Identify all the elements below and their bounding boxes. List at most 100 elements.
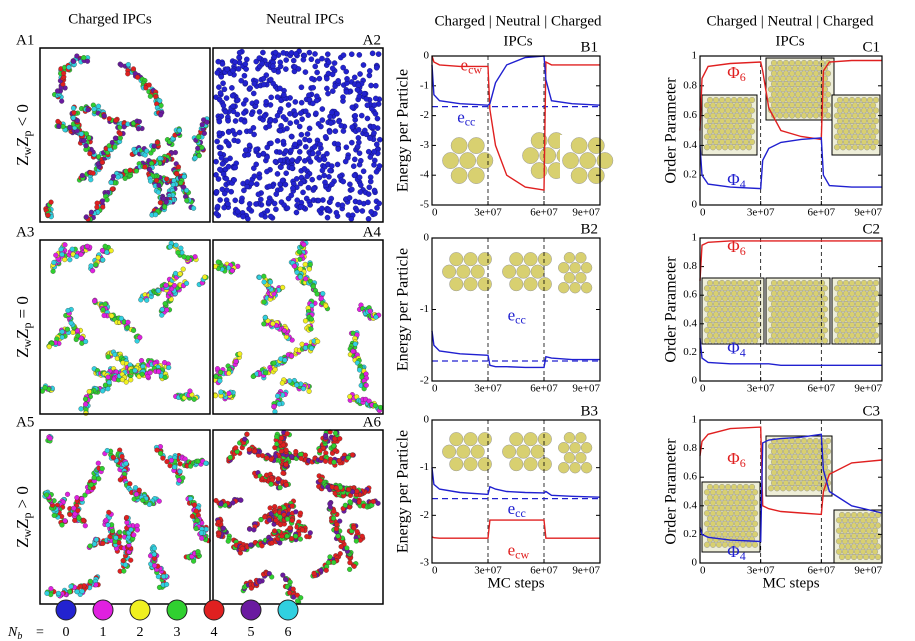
inset-sphere xyxy=(786,65,792,71)
inset-sphere xyxy=(786,306,792,312)
particle xyxy=(47,344,52,349)
particle xyxy=(247,201,252,206)
particle xyxy=(334,486,339,491)
inset-sphere xyxy=(771,60,777,66)
inset-sphere xyxy=(704,500,710,506)
inset-sphere xyxy=(810,443,816,449)
particle xyxy=(231,104,236,109)
particle xyxy=(267,184,272,189)
particle xyxy=(88,177,93,182)
particle xyxy=(374,142,379,147)
particle xyxy=(188,389,193,394)
inset-sphere xyxy=(858,134,864,140)
inset-sphere xyxy=(843,333,849,339)
inset-sphere xyxy=(813,71,819,77)
inset-sphere xyxy=(731,139,737,145)
inset-sphere xyxy=(846,285,852,291)
x-tick-label: 0 xyxy=(700,207,706,219)
particle xyxy=(294,210,299,215)
inset-sphere xyxy=(719,526,725,532)
particle xyxy=(357,151,362,156)
particle xyxy=(313,64,318,69)
particle xyxy=(272,361,277,366)
particle xyxy=(233,198,238,203)
particle xyxy=(131,328,136,333)
inset-sphere xyxy=(873,108,879,114)
inset-sphere xyxy=(713,301,719,307)
inset-sphere xyxy=(746,327,752,333)
inset-sphere xyxy=(789,291,795,297)
particle xyxy=(252,174,257,179)
inset-sphere xyxy=(777,470,783,476)
inset-sphere xyxy=(722,489,728,495)
particle xyxy=(89,263,94,268)
y-axis-label: Energy per Particle xyxy=(395,430,412,553)
subscript: p xyxy=(20,322,34,328)
inset-sphere xyxy=(713,129,719,135)
particle xyxy=(191,559,196,564)
inset-sphere xyxy=(710,306,716,312)
inset-sphere xyxy=(442,445,456,459)
inset-sphere xyxy=(792,475,798,481)
particle xyxy=(307,389,312,394)
particle xyxy=(310,151,315,156)
inset-sphere xyxy=(786,97,792,103)
inset-sphere xyxy=(857,533,863,539)
particle xyxy=(92,475,97,480)
particle xyxy=(100,257,105,262)
inset-sphere xyxy=(734,510,740,516)
inset-sphere xyxy=(843,118,849,124)
inset-sphere xyxy=(798,317,804,323)
inset-sphere xyxy=(813,280,819,286)
inset-sphere xyxy=(846,144,852,150)
inset-sphere xyxy=(524,457,538,471)
particle xyxy=(257,579,262,584)
particle xyxy=(182,174,187,179)
inset-sphere xyxy=(728,113,734,119)
inset-sphere xyxy=(743,484,749,490)
inset-sphere xyxy=(801,280,807,286)
inset-sphere xyxy=(813,81,819,87)
particle xyxy=(216,260,221,265)
particle xyxy=(257,55,262,60)
particle xyxy=(329,163,334,168)
inset-sphere xyxy=(783,92,789,98)
inset-sphere xyxy=(851,533,857,539)
inset-sphere xyxy=(843,97,849,103)
inset-sphere xyxy=(524,252,538,266)
inset-sphere xyxy=(807,459,813,465)
inset-sphere xyxy=(860,538,866,544)
particle xyxy=(309,346,314,351)
particle xyxy=(83,402,88,407)
particle xyxy=(81,518,86,523)
inset-sphere xyxy=(804,475,810,481)
inset-sphere xyxy=(867,139,873,145)
inset-sphere xyxy=(531,445,545,459)
particle xyxy=(52,260,57,265)
particle xyxy=(89,482,94,487)
inset-sphere xyxy=(867,97,873,103)
particle xyxy=(343,503,348,508)
particle xyxy=(85,244,90,249)
inset-sphere xyxy=(771,480,777,486)
inset-sphere xyxy=(737,312,743,318)
inset-sphere xyxy=(737,322,743,328)
y-axis-label: Order Parameter xyxy=(663,77,680,184)
particle xyxy=(153,212,158,217)
particle xyxy=(51,269,56,274)
inset-sphere xyxy=(716,489,722,495)
particle xyxy=(377,201,382,206)
particle xyxy=(290,186,295,191)
inset-sphere xyxy=(722,327,728,333)
particle xyxy=(322,173,327,178)
inset-sphere xyxy=(834,285,840,291)
particle xyxy=(349,216,354,221)
inset-sphere xyxy=(768,296,774,302)
inset-sphere xyxy=(792,107,798,113)
inset-sphere xyxy=(713,495,719,501)
row-label: ZwZp> 0 xyxy=(13,486,34,548)
particle xyxy=(121,569,126,574)
particle xyxy=(104,250,109,255)
particle xyxy=(282,328,287,333)
inset-sphere xyxy=(743,118,749,124)
